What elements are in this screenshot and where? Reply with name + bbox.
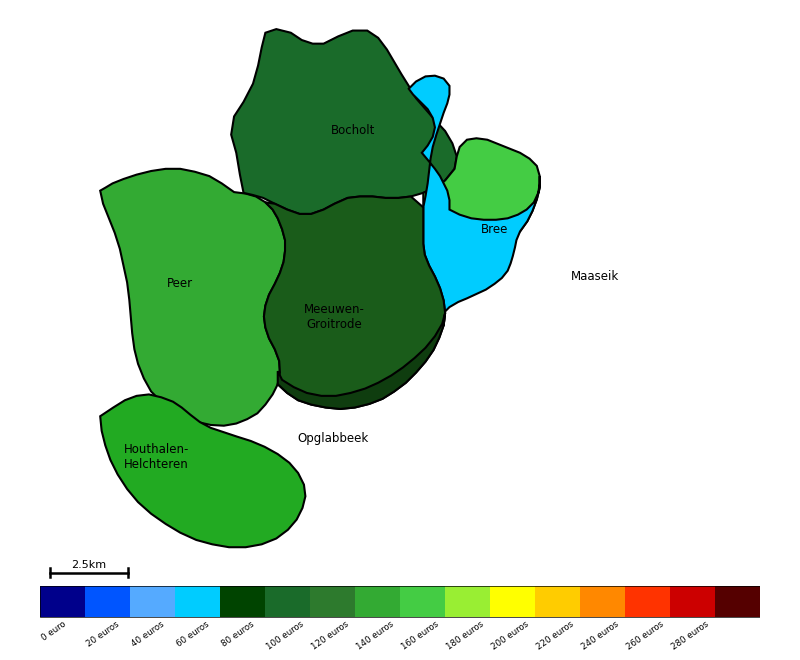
Polygon shape bbox=[409, 76, 540, 333]
Bar bbox=[715, 586, 760, 617]
Text: Meeuwen-
Groitrode: Meeuwen- Groitrode bbox=[304, 302, 365, 331]
Text: 80 euros: 80 euros bbox=[220, 620, 256, 649]
Text: 200 euros: 200 euros bbox=[490, 620, 530, 652]
Polygon shape bbox=[264, 197, 445, 409]
Text: 120 euros: 120 euros bbox=[310, 620, 350, 652]
Text: Houthalen-
Helchteren: Houthalen- Helchteren bbox=[123, 443, 189, 471]
Text: Bocholt: Bocholt bbox=[330, 125, 375, 137]
Bar bbox=[175, 586, 220, 617]
Text: 240 euros: 240 euros bbox=[580, 620, 621, 652]
Bar bbox=[355, 586, 400, 617]
Bar bbox=[220, 586, 265, 617]
Text: 180 euros: 180 euros bbox=[445, 620, 486, 652]
Text: 260 euros: 260 euros bbox=[625, 620, 666, 652]
Polygon shape bbox=[423, 138, 540, 256]
Bar bbox=[400, 586, 445, 617]
Bar bbox=[85, 586, 130, 617]
Text: Maaseik: Maaseik bbox=[571, 270, 619, 283]
Text: 40 euros: 40 euros bbox=[130, 620, 166, 649]
Bar bbox=[40, 586, 760, 617]
Bar bbox=[265, 586, 310, 617]
Text: 0 euro: 0 euro bbox=[40, 620, 68, 643]
Text: Bree: Bree bbox=[481, 222, 508, 236]
Polygon shape bbox=[100, 169, 285, 426]
Bar bbox=[535, 586, 580, 617]
Bar bbox=[670, 586, 715, 617]
Bar bbox=[625, 586, 670, 617]
Text: 280 euros: 280 euros bbox=[670, 620, 710, 652]
Bar bbox=[130, 586, 175, 617]
Text: 20 euros: 20 euros bbox=[85, 620, 121, 649]
Text: 100 euros: 100 euros bbox=[265, 620, 306, 652]
Text: Peer: Peer bbox=[167, 277, 194, 290]
Bar bbox=[40, 586, 85, 617]
Polygon shape bbox=[278, 313, 445, 409]
Bar bbox=[445, 586, 490, 617]
Bar bbox=[310, 586, 355, 617]
Polygon shape bbox=[231, 29, 457, 214]
Text: 2.5km: 2.5km bbox=[71, 560, 106, 570]
Text: 140 euros: 140 euros bbox=[355, 620, 395, 652]
Bar bbox=[580, 586, 625, 617]
Text: 220 euros: 220 euros bbox=[535, 620, 575, 652]
Text: 160 euros: 160 euros bbox=[400, 620, 441, 652]
Polygon shape bbox=[100, 395, 306, 547]
Bar bbox=[490, 586, 535, 617]
Text: 60 euros: 60 euros bbox=[175, 620, 211, 649]
Text: Opglabbeek: Opglabbeek bbox=[298, 432, 369, 445]
